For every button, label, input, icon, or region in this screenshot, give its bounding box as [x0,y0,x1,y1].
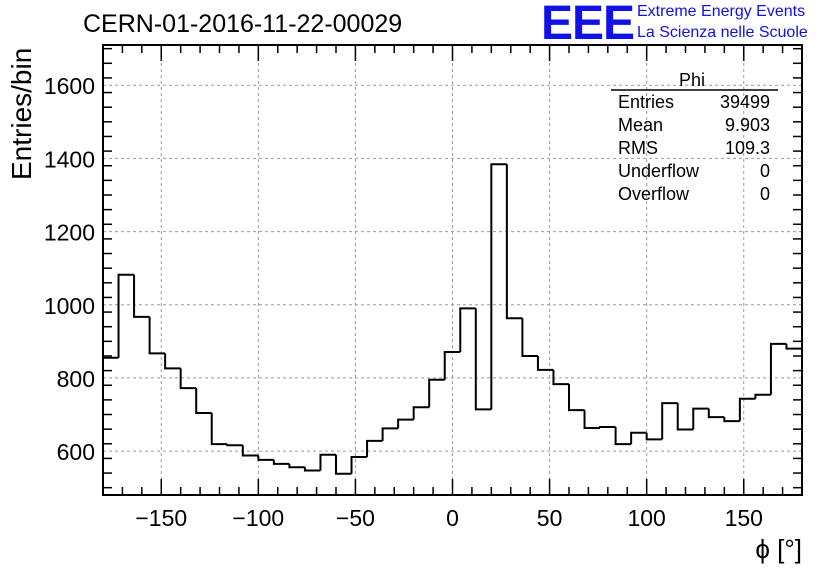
stats-value: 109.3 [724,138,770,158]
y-tick-label: 800 [57,366,95,392]
stats-value: 39499 [719,92,770,112]
histogram-bin [614,426,632,446]
histogram-bin [303,467,321,472]
histogram-bin [459,307,476,352]
histogram-bin [754,393,771,399]
histogram-bin [350,455,368,474]
histogram-bin [568,384,585,412]
x-axis-label: ϕ [°] [755,534,802,564]
logo-line-1: Extreme Energy Events [637,3,806,20]
histogram-bin [133,274,150,318]
histogram-bin [226,444,243,447]
histogram-bin [443,350,461,380]
stats-label: RMS [618,138,658,158]
histogram-bin [707,408,725,419]
x-tick-label: −50 [336,505,375,531]
histogram-bin [692,407,709,430]
y-axis-label: Entries/bin [6,47,37,180]
histogram-bin [117,273,135,358]
histogram-bin [195,388,212,415]
histogram-bin [630,431,647,445]
histogram-bin [474,308,492,411]
y-tick-label: 1600 [44,73,95,99]
histogram-bin [661,402,678,440]
histogram-bin [366,439,383,457]
eee-logo: EEE [541,0,635,50]
histogram-bin [335,454,352,475]
x-tick-label: 50 [537,505,563,531]
histogram-bin [381,427,399,441]
stats-label: Overflow [618,184,690,204]
histogram-bin [723,417,740,423]
histogram-bin [552,369,569,386]
x-tick-label: 100 [627,505,665,531]
histogram-bin [272,459,290,465]
histogram-bin [645,432,663,441]
stats-value: 0 [759,161,770,181]
histogram-bin [738,397,756,422]
histogram-bin [505,164,523,320]
histogram-bin [148,316,166,355]
stats-value: 9.903 [724,115,770,135]
histogram-bin [257,455,274,461]
histogram-bin [241,445,259,457]
logo-line-2: La Scienza nelle Scuole [637,24,808,41]
stats-value: 0 [759,184,770,204]
stats-label: Entries [618,92,675,112]
x-tick-label: −150 [135,505,187,531]
histogram-bin [428,378,445,408]
histogram-bin [164,353,181,370]
x-tick-label: 0 [446,505,459,531]
chart-title: CERN-01-2016-11-22-00029 [83,10,403,38]
stats-title: Phi [679,70,706,90]
stats-label: Underflow [618,161,700,181]
histogram-bin [536,355,554,371]
histogram-bin [210,413,228,446]
x-tick-label: 150 [725,505,763,531]
y-tick-label: 600 [57,439,95,465]
x-tick-label: −100 [232,505,284,531]
histogram-bin [490,163,507,410]
histogram-bin [319,453,336,471]
histogram-bin [288,463,305,469]
stats-label: Mean [618,115,664,135]
y-tick-label: 1200 [44,220,95,246]
histogram-bin [785,343,802,350]
histogram-bin [676,403,694,431]
histogram-bin [521,318,538,357]
histogram-bin [583,410,601,430]
histogram-bin [412,406,430,420]
y-tick-label: 1400 [44,146,95,172]
histogram-bin [397,418,414,429]
y-tick-label: 1000 [44,293,95,319]
histogram-bin [179,368,197,390]
histogram-bin [599,425,616,429]
histogram-bin [769,342,787,395]
